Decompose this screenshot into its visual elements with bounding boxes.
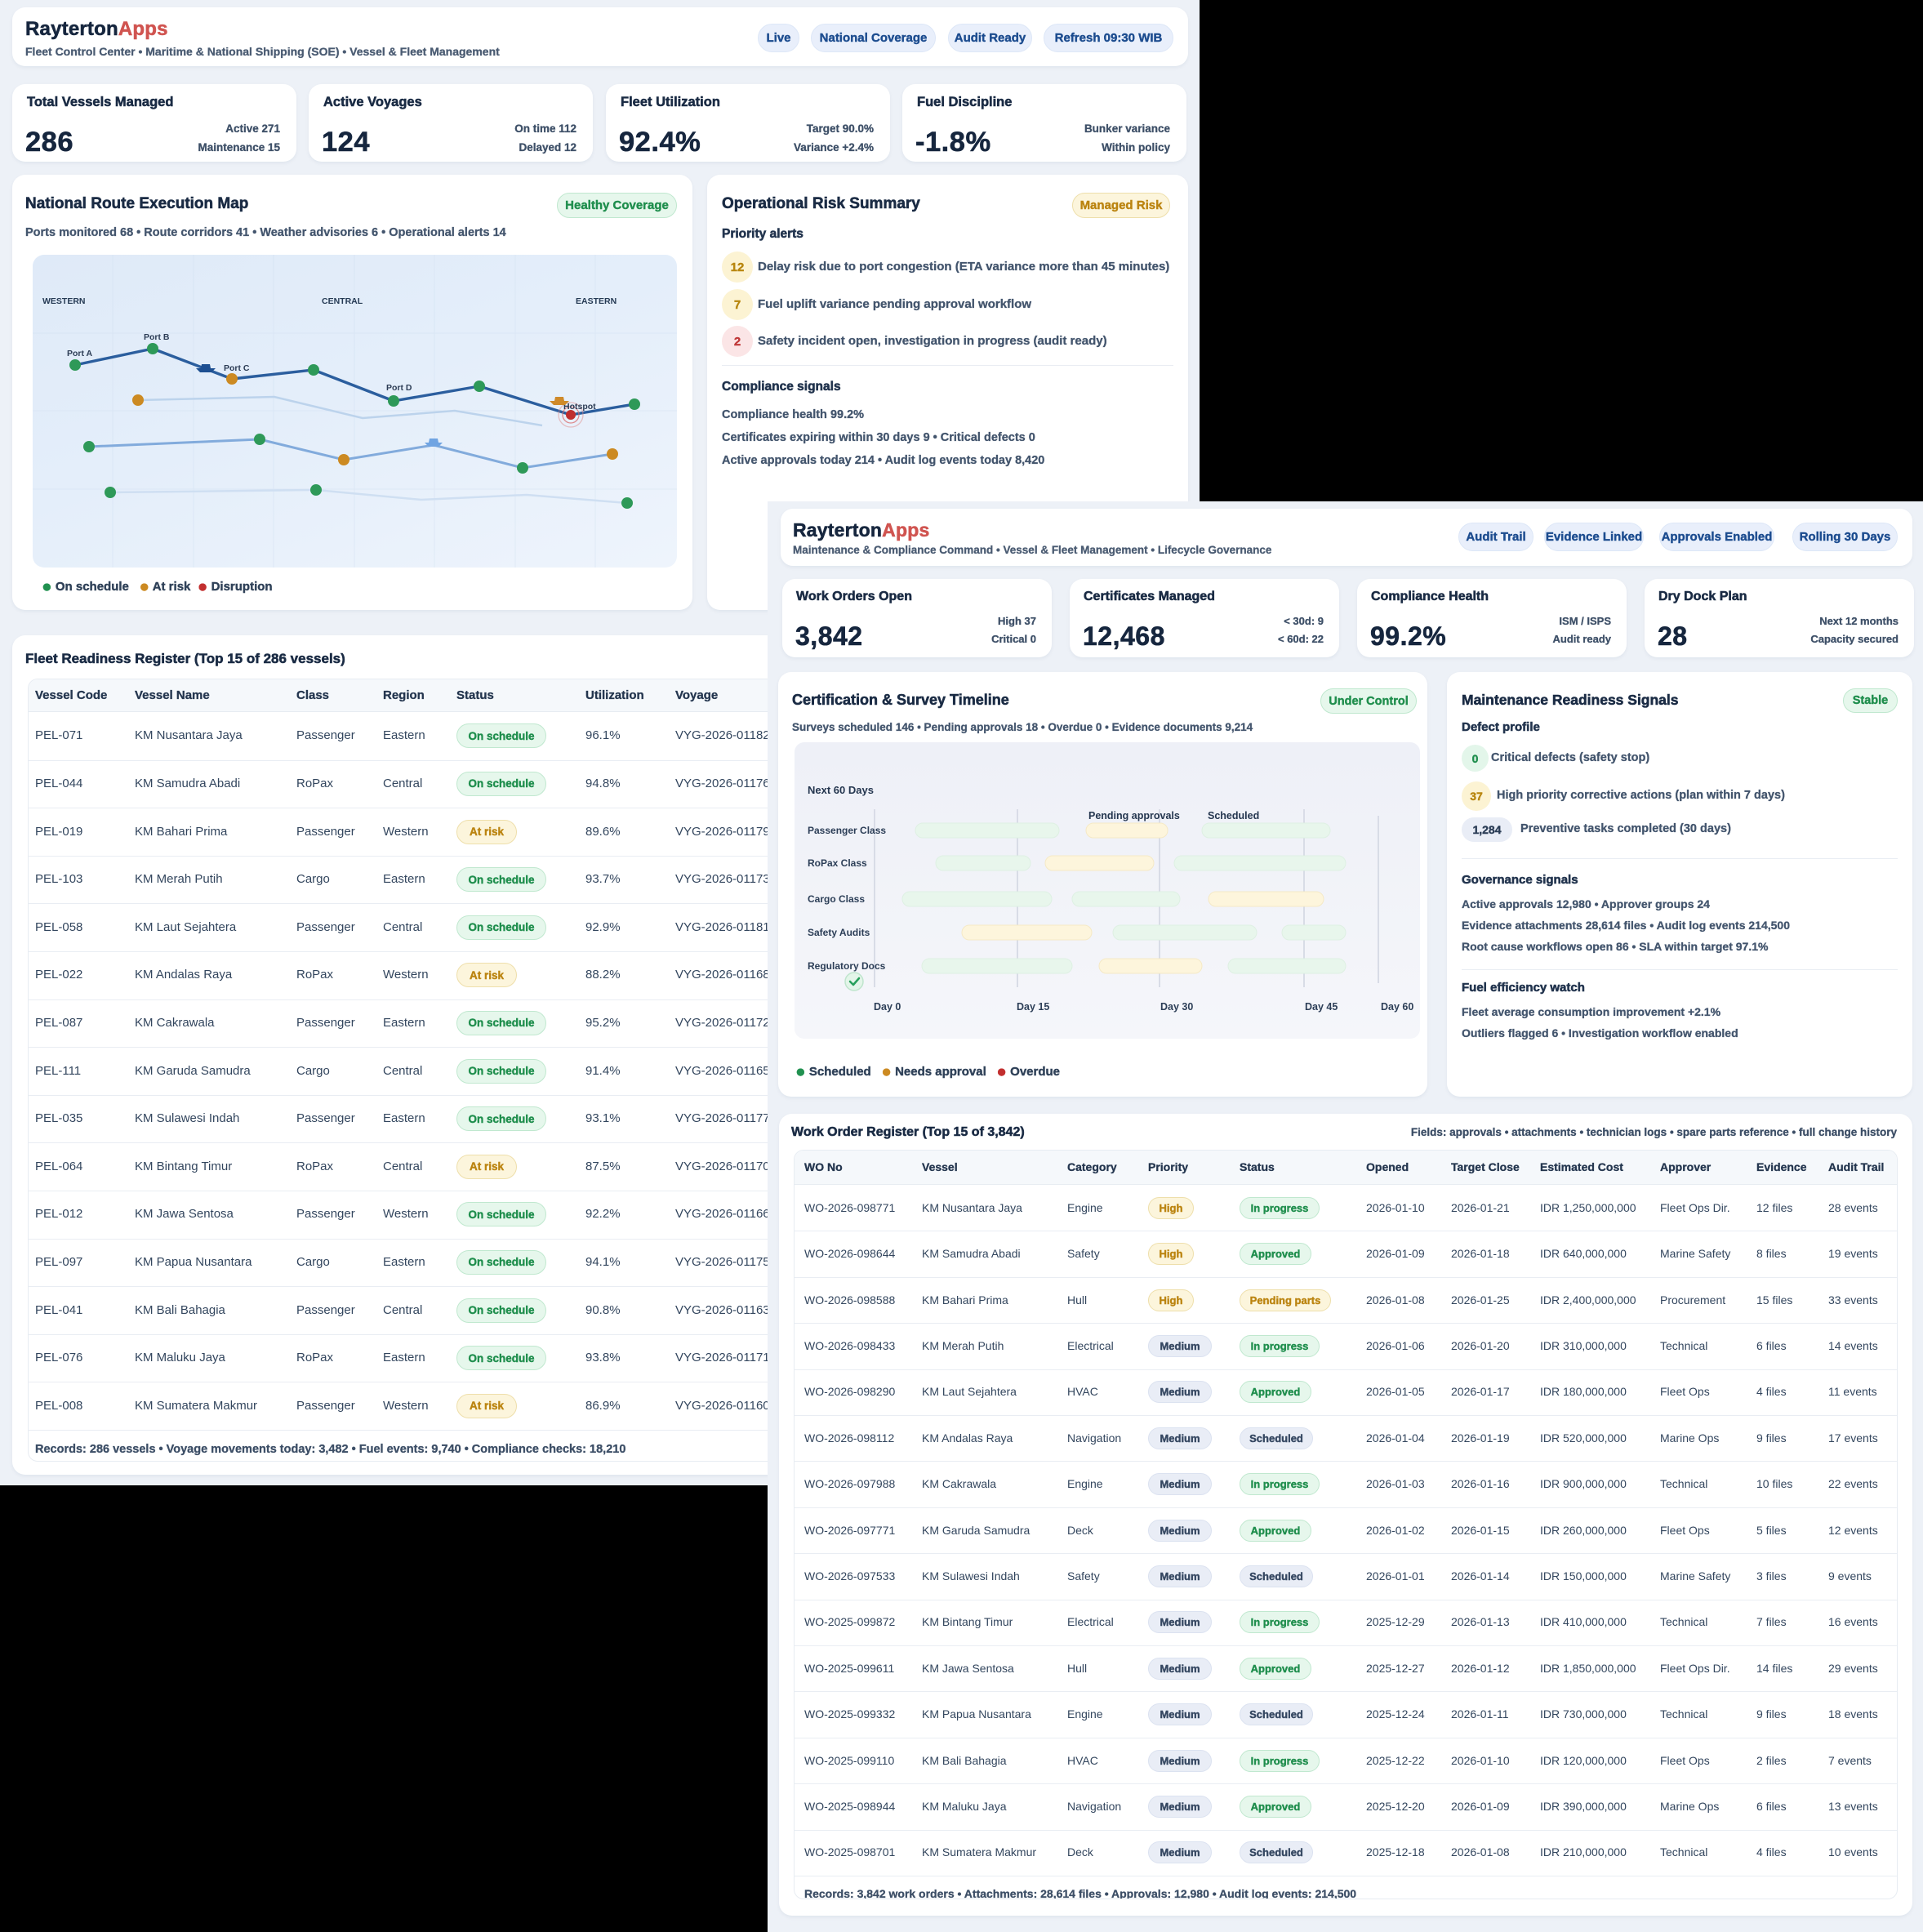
svg-text:Regulatory Docs: Regulatory Docs: [808, 960, 886, 972]
svg-text:Hotspot: Hotspot: [563, 402, 596, 412]
svg-text:RoPax Class: RoPax Class: [808, 857, 867, 869]
svg-text:Port A: Port A: [67, 349, 93, 358]
svg-text:Safety Audits: Safety Audits: [808, 927, 870, 938]
svg-text:Day 45: Day 45: [1305, 1001, 1338, 1013]
svg-text:Port C: Port C: [224, 363, 250, 373]
svg-text:Day 30: Day 30: [1160, 1001, 1193, 1013]
svg-text:Scheduled: Scheduled: [1208, 810, 1259, 821]
svg-text:Cargo Class: Cargo Class: [808, 893, 865, 905]
svg-text:Port B: Port B: [144, 332, 170, 342]
svg-text:Pending approvals: Pending approvals: [1088, 810, 1180, 821]
svg-text:Next 60 Days: Next 60 Days: [808, 784, 874, 796]
svg-text:Day 15: Day 15: [1017, 1001, 1049, 1013]
svg-text:WESTERN: WESTERN: [42, 296, 86, 306]
svg-text:Day 0: Day 0: [874, 1001, 901, 1013]
svg-text:Day 60: Day 60: [1381, 1001, 1413, 1013]
svg-text:Port D: Port D: [386, 383, 412, 393]
svg-text:EASTERN: EASTERN: [576, 296, 617, 306]
svg-text:CENTRAL: CENTRAL: [322, 296, 363, 306]
svg-text:Passenger Class: Passenger Class: [808, 825, 886, 836]
